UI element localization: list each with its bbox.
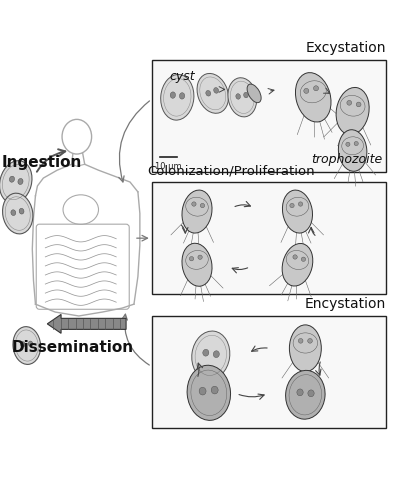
Ellipse shape (28, 341, 33, 346)
Text: cyst: cyst (169, 70, 195, 83)
Ellipse shape (346, 142, 350, 146)
Ellipse shape (192, 331, 230, 379)
Ellipse shape (308, 390, 314, 397)
Ellipse shape (308, 339, 312, 343)
Ellipse shape (11, 210, 16, 216)
Ellipse shape (187, 365, 230, 420)
Ellipse shape (19, 208, 24, 214)
Text: Excystation: Excystation (306, 41, 386, 55)
FancyBboxPatch shape (152, 60, 386, 172)
Ellipse shape (13, 327, 41, 365)
Ellipse shape (161, 75, 194, 120)
Ellipse shape (298, 339, 303, 343)
Text: trophozoite: trophozoite (311, 153, 382, 166)
Ellipse shape (192, 202, 196, 206)
Ellipse shape (179, 93, 185, 99)
FancyArrow shape (47, 314, 126, 333)
Ellipse shape (182, 243, 212, 286)
Ellipse shape (286, 371, 325, 419)
Ellipse shape (282, 190, 312, 233)
Text: Dissemination: Dissemination (12, 340, 134, 355)
Ellipse shape (0, 161, 32, 203)
Ellipse shape (336, 88, 369, 135)
Ellipse shape (314, 86, 318, 91)
Ellipse shape (170, 92, 175, 98)
Ellipse shape (293, 255, 297, 259)
Ellipse shape (3, 193, 33, 234)
Ellipse shape (354, 141, 358, 145)
Text: 10 μm: 10 μm (155, 162, 182, 171)
Ellipse shape (247, 84, 261, 103)
FancyBboxPatch shape (152, 316, 386, 428)
Ellipse shape (213, 351, 219, 358)
Ellipse shape (338, 130, 367, 171)
Ellipse shape (198, 255, 202, 259)
Ellipse shape (214, 88, 219, 93)
Ellipse shape (197, 73, 229, 113)
Text: Ingestion: Ingestion (2, 155, 82, 170)
FancyBboxPatch shape (152, 182, 386, 294)
Ellipse shape (296, 73, 331, 122)
Ellipse shape (203, 349, 209, 356)
Ellipse shape (301, 257, 306, 261)
Ellipse shape (200, 203, 204, 208)
Ellipse shape (304, 88, 309, 94)
Ellipse shape (206, 91, 211, 96)
Ellipse shape (9, 176, 15, 182)
Ellipse shape (297, 389, 303, 396)
Ellipse shape (199, 387, 206, 395)
Text: Colonization/Proliferation: Colonization/Proliferation (148, 164, 315, 177)
Ellipse shape (182, 190, 212, 233)
Ellipse shape (347, 101, 351, 105)
Ellipse shape (289, 325, 322, 372)
Ellipse shape (20, 342, 25, 347)
Ellipse shape (228, 78, 257, 117)
Ellipse shape (290, 203, 294, 208)
Ellipse shape (211, 386, 218, 394)
Ellipse shape (282, 244, 313, 286)
Ellipse shape (190, 256, 194, 261)
Ellipse shape (18, 178, 23, 184)
Ellipse shape (236, 94, 240, 99)
Ellipse shape (243, 92, 248, 98)
Ellipse shape (356, 102, 361, 107)
Ellipse shape (298, 202, 303, 206)
Text: Encystation: Encystation (305, 297, 386, 311)
